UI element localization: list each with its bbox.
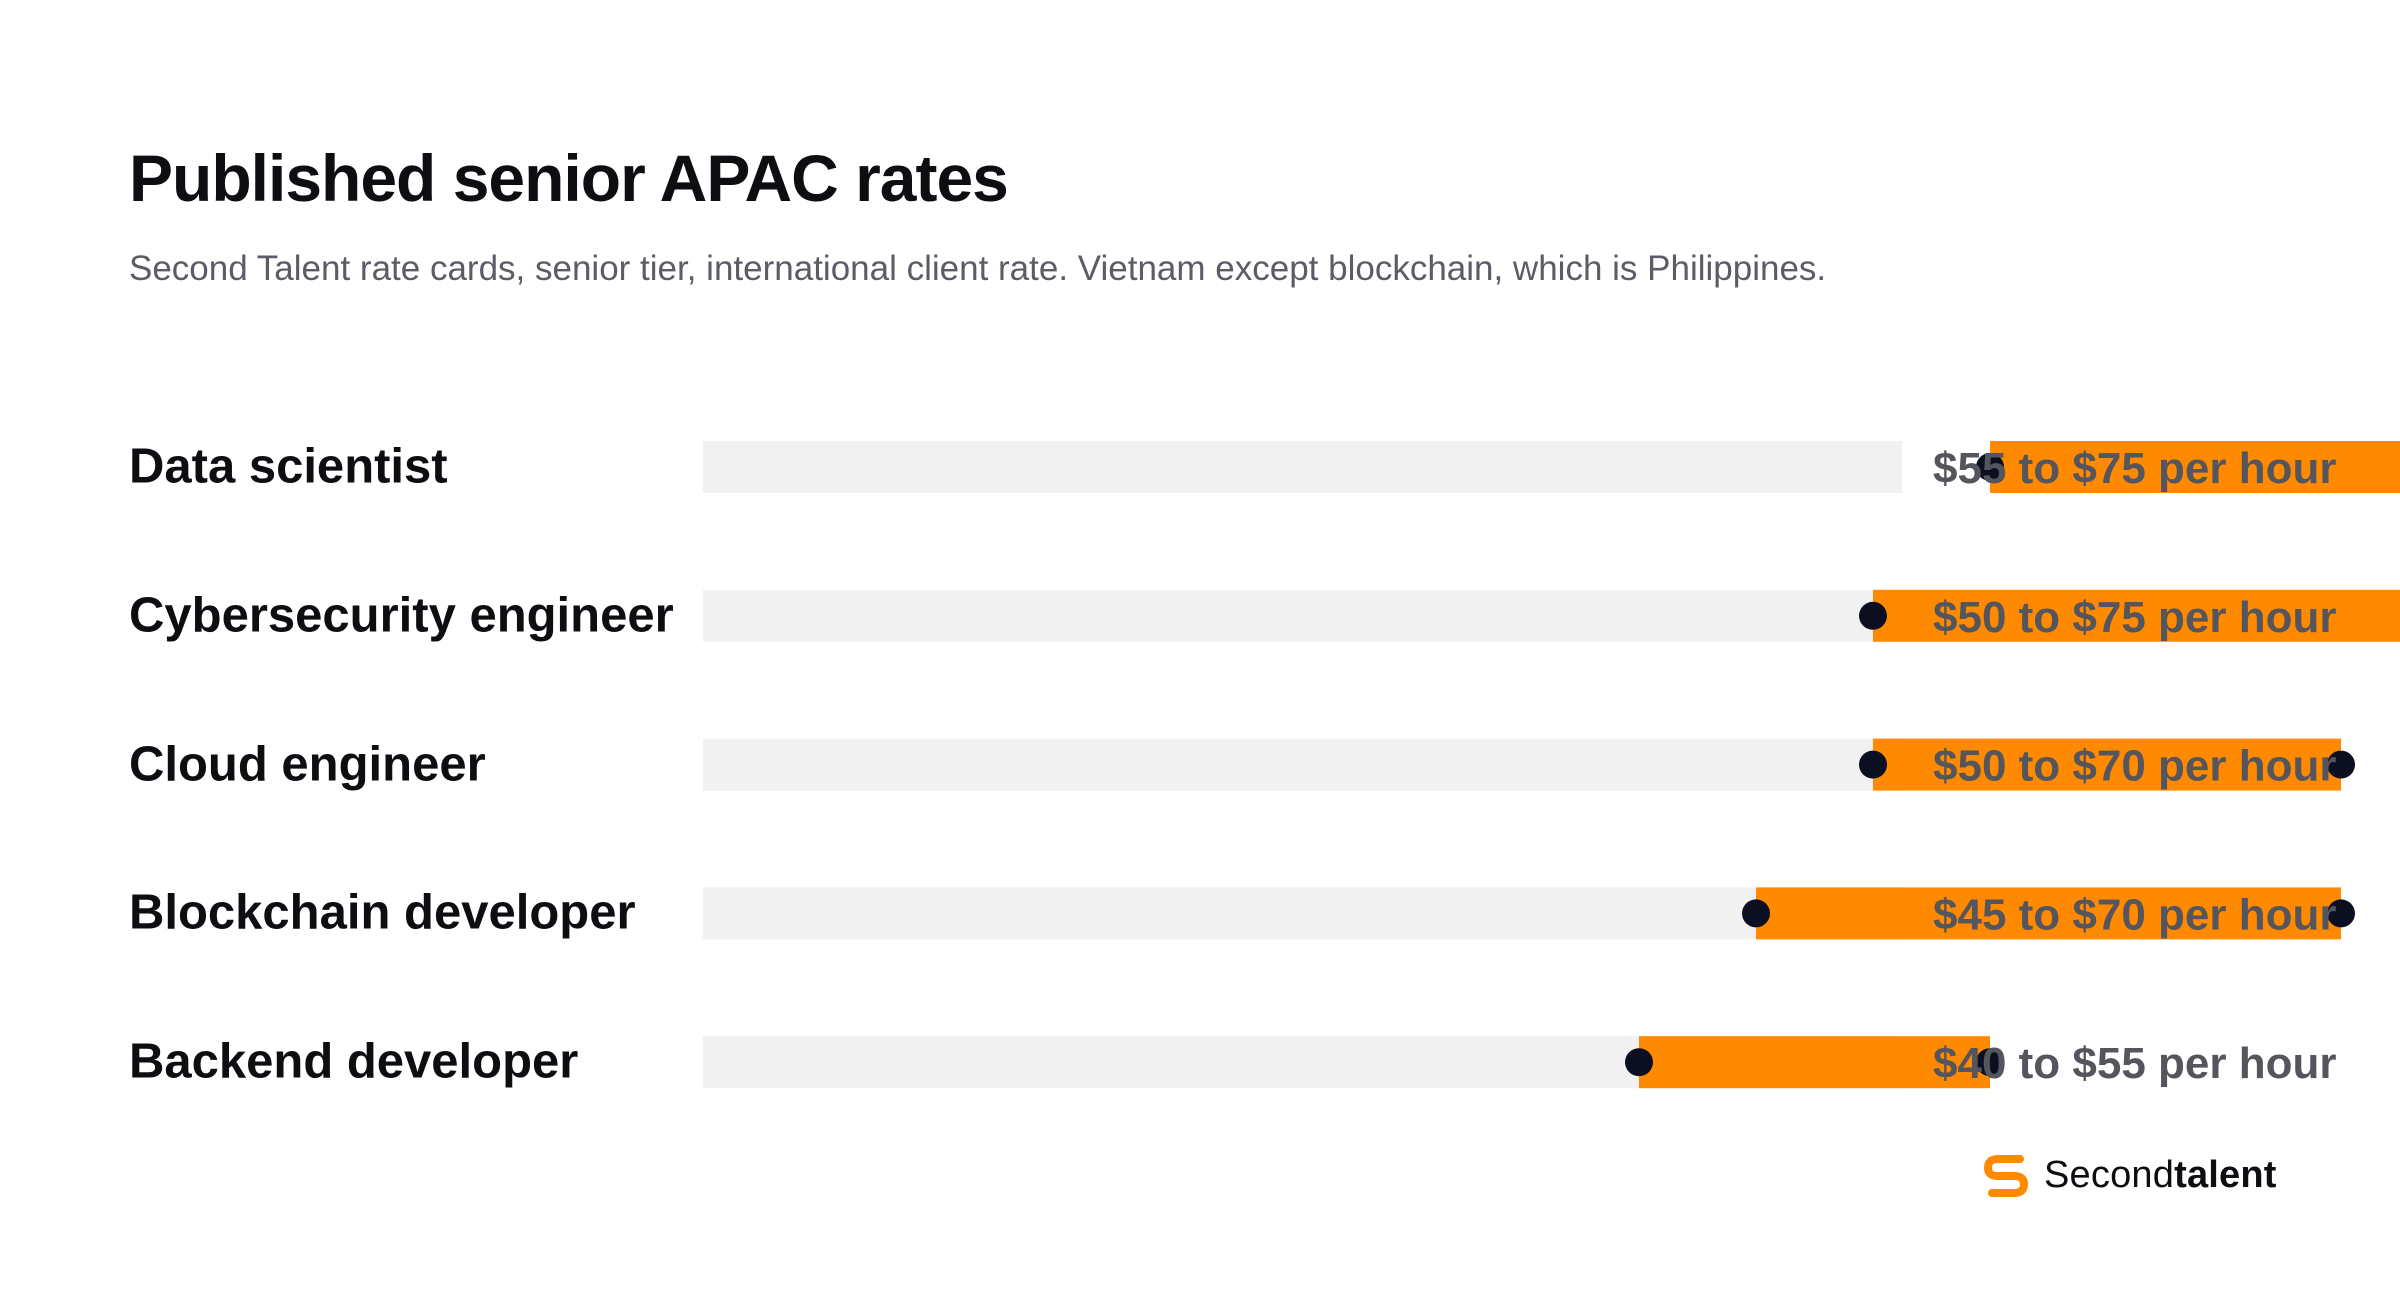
range-track xyxy=(703,1036,1902,1089)
range-track xyxy=(703,441,1902,493)
range-bar xyxy=(1873,589,2400,642)
row-label: Data scientist xyxy=(129,439,448,494)
range-track xyxy=(703,589,1902,642)
chart-title: Published senior APAC rates xyxy=(129,141,1009,215)
range-bar xyxy=(1990,441,2400,493)
range-value-label: $50 to $75 per hour xyxy=(1933,593,2336,642)
range-low-point xyxy=(1976,453,2004,481)
brand-wordmark: Secondtalent xyxy=(2044,1154,2277,1197)
secondtalent-s-icon xyxy=(1984,1155,2028,1197)
range-low-point xyxy=(1859,601,1887,630)
row-label: Backend developer xyxy=(129,1034,579,1089)
range-track xyxy=(703,887,1902,940)
brand-logo: Secondtalent xyxy=(1978,1145,2277,1205)
brand-name-bold: talent xyxy=(2174,1153,2277,1196)
range-high-point xyxy=(2327,750,2355,779)
range-low-point xyxy=(1859,750,1887,779)
chart-subtitle: Second Talent rate cards, senior tier, i… xyxy=(129,249,1827,288)
range-low-point xyxy=(1625,1048,1653,1077)
range-value-label: $50 to $70 per hour xyxy=(1933,742,2336,791)
row-label: Cloud engineer xyxy=(129,737,486,792)
range-bar xyxy=(1756,887,2341,940)
brand-name-light: Second xyxy=(2044,1153,2175,1196)
range-value-label: $55 to $75 per hour xyxy=(1933,444,2336,493)
range-low-point xyxy=(1742,899,1770,928)
row-label: Blockchain developer xyxy=(129,885,636,940)
range-value-label: $45 to $70 per hour xyxy=(1933,890,2336,939)
range-bar xyxy=(1639,1036,1990,1089)
range-track xyxy=(703,738,1902,791)
range-value-label: $40 to $55 per hour xyxy=(1933,1039,2336,1088)
range-bar xyxy=(1873,738,2341,791)
range-high-point xyxy=(2327,899,2355,928)
row-label: Cybersecurity engineer xyxy=(129,588,674,643)
range-high-point xyxy=(1976,1048,2004,1077)
